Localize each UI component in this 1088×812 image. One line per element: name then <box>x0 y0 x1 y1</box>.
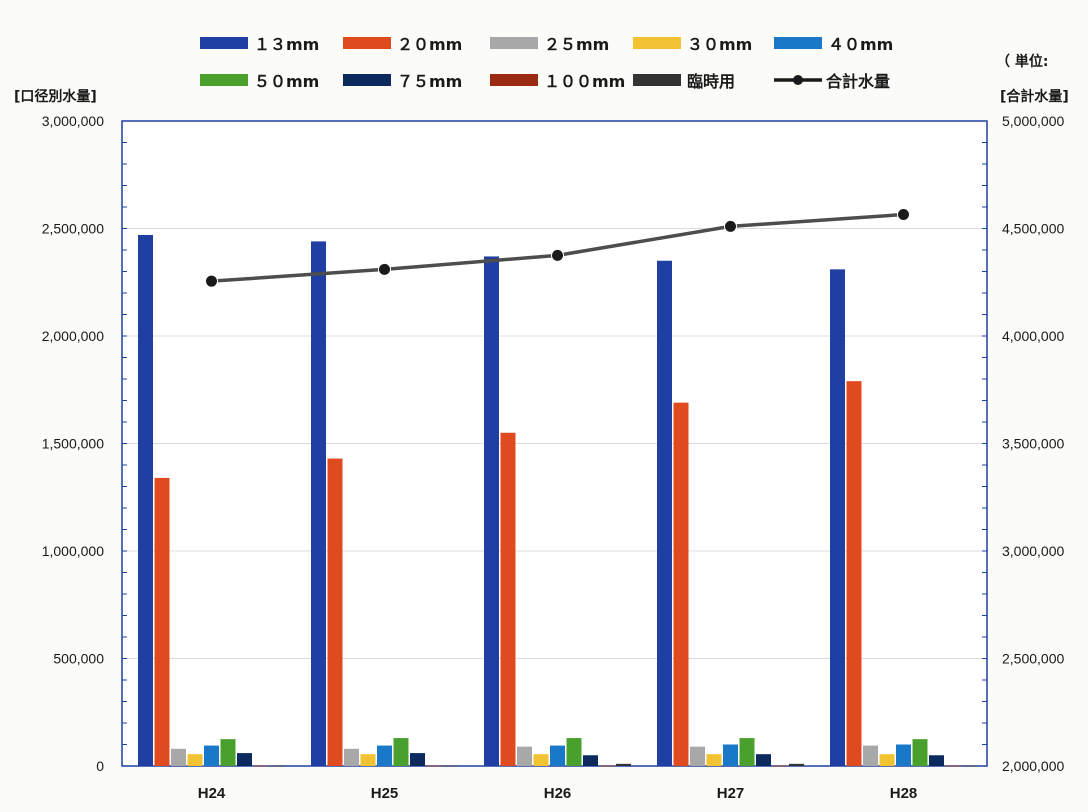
y-tick-label-left: 2,000,000 <box>42 328 104 344</box>
legend-swatch <box>343 37 391 49</box>
bar-H26-8 <box>599 765 615 767</box>
bar-H26-5 <box>550 745 565 766</box>
bar-H27-9 <box>789 763 804 766</box>
y-axis-left: 3,000,000 2,500,000 2,000,000 1,500,000 1,00… <box>42 113 127 774</box>
bar-H28-5 <box>896 744 911 766</box>
legend-swatch <box>633 74 681 86</box>
total-point-H27 <box>724 219 737 233</box>
bar-H24-2 <box>154 477 170 766</box>
bar-H24-6 <box>220 739 236 766</box>
legend-label: 合計水量 <box>826 72 890 91</box>
y-tick-label-right: 5,000,000 <box>1002 113 1064 129</box>
legend-swatch <box>490 74 538 86</box>
legend-label: ５０mm <box>254 72 319 91</box>
legend-label: ７５mm <box>397 72 462 91</box>
bar-H26-7 <box>583 755 598 766</box>
legend-swatch <box>490 37 538 49</box>
legend-label: ２０mm <box>397 35 462 54</box>
bar-H27-1 <box>657 260 672 766</box>
legend-label: 臨時用 <box>687 72 735 91</box>
y-tick-label-left: 1,500,000 <box>42 436 104 452</box>
bar-H25-6 <box>393 738 409 766</box>
legend-swatch <box>633 37 681 49</box>
bar-H28-2 <box>846 381 862 766</box>
legend-label: １００mm <box>544 72 625 91</box>
x-tick-label: H24 <box>198 785 226 802</box>
bar-H27-4 <box>706 754 722 766</box>
x-tick-label: H28 <box>890 785 918 802</box>
y-tick-label-left: 2,500,000 <box>42 221 104 237</box>
legend-swatch <box>774 37 822 49</box>
y-tick-label-right: 3,000,000 <box>1002 543 1064 559</box>
bar-H27-5 <box>723 744 738 766</box>
y-axis-right: 5,000,000 4,500,000 4,000,000 3,500,000 3,00… <box>982 113 1064 774</box>
legend-label: ３０mm <box>687 35 752 54</box>
total-point-H24 <box>205 274 218 288</box>
total-point-H28 <box>897 208 910 222</box>
bar-H24-3 <box>171 748 186 766</box>
bar-H24-4 <box>187 754 203 766</box>
bar-H25-2 <box>327 458 343 766</box>
bar-H28-6 <box>912 739 928 766</box>
bars <box>138 234 977 767</box>
bar-H25-4 <box>360 754 376 766</box>
bar-H26-6 <box>566 738 582 766</box>
bar-H28-9 <box>962 765 977 767</box>
legend: １３mm ２０mm ２５mm ３０mm ４０mm ５０mm ７５mm １００mm 臨時用 合計水量 <box>200 35 893 91</box>
bar-H26-3 <box>517 746 532 766</box>
bar-H27-8 <box>772 765 788 767</box>
y-tick-label-left: 500,000 <box>53 651 104 667</box>
y-tick-label-right: 2,000,000 <box>1002 758 1064 774</box>
legend-swatch <box>200 37 248 49</box>
bar-H26-2 <box>500 432 516 766</box>
legend-line-marker <box>793 75 803 85</box>
unit-label: （ 単位: <box>996 53 1048 70</box>
bar-H24-9 <box>270 765 285 767</box>
y-axis-title-right: [合計水量] <box>1000 88 1069 105</box>
bar-H24-1 <box>138 234 153 766</box>
bar-H25-3 <box>344 748 359 766</box>
bar-H26-1 <box>484 256 499 766</box>
bar-H28-1 <box>830 269 845 766</box>
bar-H25-5 <box>377 745 392 766</box>
y-tick-label-right: 4,000,000 <box>1002 328 1064 344</box>
total-point-H25 <box>378 262 391 276</box>
bar-H25-8 <box>426 765 442 767</box>
x-tick-label: H27 <box>717 785 745 802</box>
y-tick-label-right: 4,500,000 <box>1002 221 1064 237</box>
bar-H28-4 <box>879 754 895 766</box>
x-tick-label: H26 <box>544 785 572 802</box>
legend-swatch <box>343 74 391 86</box>
x-axis: H24 H25 H26 H27 H28 <box>198 785 918 802</box>
bar-H24-5 <box>204 745 219 766</box>
y-tick-label-left: 0 <box>96 758 104 774</box>
bar-H28-8 <box>945 765 961 767</box>
bar-H28-3 <box>863 745 878 766</box>
bar-H28-7 <box>929 755 944 766</box>
y-axis-title-left: [口径別水量] <box>14 88 97 105</box>
bar-H26-9 <box>616 763 631 766</box>
bar-H25-7 <box>410 753 425 766</box>
bar-H25-9 <box>443 765 458 767</box>
total-point-H26 <box>551 248 564 262</box>
legend-label: ２５mm <box>544 35 609 54</box>
bar-H24-7 <box>237 753 252 766</box>
y-tick-label-left: 1,000,000 <box>42 543 104 559</box>
y-tick-label-left: 3,000,000 <box>42 113 104 129</box>
bar-H26-4 <box>533 754 549 766</box>
bar-H27-2 <box>673 402 689 766</box>
legend-label: ４０mm <box>828 35 893 54</box>
y-tick-label-right: 3,500,000 <box>1002 436 1064 452</box>
legend-label: １３mm <box>254 35 319 54</box>
bar-H25-1 <box>311 241 326 766</box>
bar-H27-6 <box>739 738 755 766</box>
bar-H24-8 <box>253 765 269 767</box>
x-tick-label: H25 <box>371 785 399 802</box>
bar-H27-7 <box>756 754 771 766</box>
y-tick-label-right: 2,500,000 <box>1002 651 1064 667</box>
total-line <box>205 208 910 288</box>
legend-swatch <box>200 74 248 86</box>
bar-H27-3 <box>690 746 705 766</box>
